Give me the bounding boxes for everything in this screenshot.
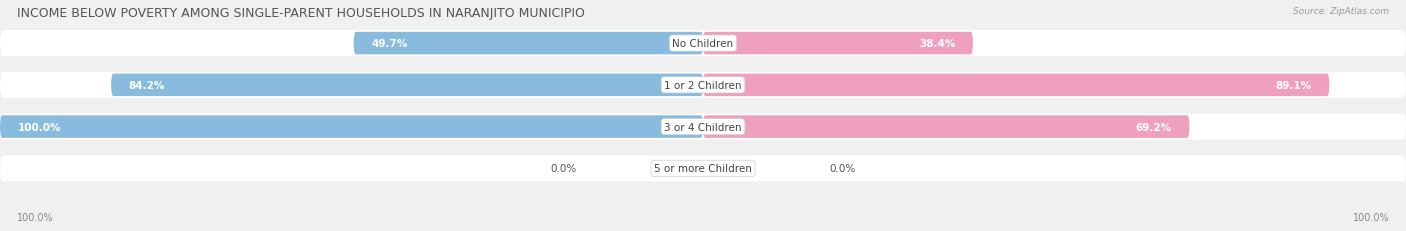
Text: 49.7%: 49.7%	[371, 39, 408, 49]
Text: 100.0%: 100.0%	[17, 212, 53, 222]
FancyBboxPatch shape	[111, 74, 703, 97]
Text: 69.2%: 69.2%	[1136, 122, 1173, 132]
FancyBboxPatch shape	[703, 33, 973, 55]
FancyBboxPatch shape	[354, 33, 703, 55]
Text: 89.1%: 89.1%	[1275, 80, 1312, 91]
FancyBboxPatch shape	[0, 114, 1406, 140]
Text: INCOME BELOW POVERTY AMONG SINGLE-PARENT HOUSEHOLDS IN NARANJITO MUNICIPIO: INCOME BELOW POVERTY AMONG SINGLE-PARENT…	[17, 7, 585, 20]
Text: 3 or 4 Children: 3 or 4 Children	[664, 122, 742, 132]
Text: 5 or more Children: 5 or more Children	[654, 164, 752, 174]
Text: 84.2%: 84.2%	[129, 80, 165, 91]
Text: 0.0%: 0.0%	[830, 164, 856, 174]
Text: 100.0%: 100.0%	[17, 122, 60, 132]
Text: 0.0%: 0.0%	[550, 164, 576, 174]
FancyBboxPatch shape	[0, 156, 1406, 182]
FancyBboxPatch shape	[703, 74, 1330, 97]
FancyBboxPatch shape	[0, 73, 1406, 98]
Text: 100.0%: 100.0%	[1353, 212, 1389, 222]
Text: 38.4%: 38.4%	[920, 39, 956, 49]
Text: Source: ZipAtlas.com: Source: ZipAtlas.com	[1294, 7, 1389, 16]
Text: 1 or 2 Children: 1 or 2 Children	[664, 80, 742, 91]
Text: No Children: No Children	[672, 39, 734, 49]
FancyBboxPatch shape	[703, 116, 1189, 138]
FancyBboxPatch shape	[0, 116, 703, 138]
FancyBboxPatch shape	[0, 31, 1406, 57]
